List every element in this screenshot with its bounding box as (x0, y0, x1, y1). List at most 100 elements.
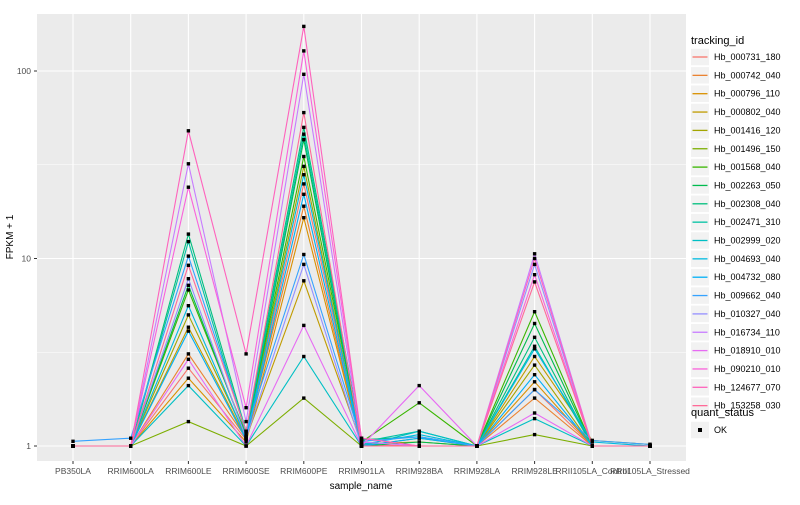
data-point (302, 154, 306, 159)
data-point (532, 335, 537, 339)
data-point (532, 396, 537, 400)
data-point (532, 344, 537, 348)
legend-item: Hb_000742_040 (691, 67, 781, 84)
legend-item: Hb_000802_040 (691, 103, 781, 121)
legend-quant-status-items: OK (691, 421, 727, 439)
legend-item-label: Hb_004732_080 (714, 272, 781, 282)
data-point (244, 419, 248, 424)
y-tick-label: 1 (26, 441, 31, 451)
legend-item: Hb_000796_110 (691, 85, 780, 102)
data-point (417, 444, 421, 448)
data-point (302, 164, 306, 169)
x-tick-label: RRIM928LA (454, 466, 501, 476)
data-point (532, 432, 537, 437)
data-point (302, 72, 306, 76)
data-point (417, 383, 421, 388)
legend-item: Hb_004693_040 (691, 250, 781, 268)
x-tick-label: RRII105LA_Stressed (610, 466, 690, 476)
legend-item: Hb_002308_040 (691, 195, 781, 213)
legend-item: Hb_000731_180 (691, 48, 781, 66)
legend-item: Hb_124677_070 (691, 379, 781, 396)
data-point (244, 444, 248, 448)
data-point (244, 406, 248, 410)
legend-item: Hb_016734_110 (691, 324, 780, 341)
black-square-marker (698, 428, 702, 432)
data-point (244, 440, 248, 444)
data-point (186, 313, 191, 317)
legend-item-label: Hb_000802_040 (714, 107, 781, 117)
data-point (359, 440, 364, 444)
legend-item: Hb_002471_310 (691, 213, 781, 231)
data-point (532, 354, 537, 359)
legend-item-label: Hb_000731_180 (714, 52, 781, 62)
data-point (532, 373, 537, 377)
legend-quant-status-title: quant_status (691, 407, 754, 419)
data-point (186, 329, 191, 333)
data-point (648, 444, 652, 448)
legend-item: Hb_010327_040 (691, 305, 781, 323)
data-point (532, 411, 537, 415)
legend-item-label: Hb_002263_050 (714, 180, 781, 190)
x-tick-label: PB350LA (55, 466, 91, 476)
x-tick-label: RRIM600SE (222, 466, 270, 476)
data-point (244, 432, 248, 437)
data-point (186, 352, 191, 356)
data-point (532, 347, 537, 351)
data-point (302, 125, 306, 130)
legend-item-label: Hb_124677_070 (714, 382, 781, 392)
data-point (186, 357, 191, 361)
data-point (302, 192, 306, 196)
legend-item-label: Hb_018910_010 (714, 346, 781, 356)
data-point (302, 204, 306, 208)
legend-item: Hb_009662_040 (691, 287, 781, 304)
data-point (302, 110, 306, 115)
data-point (532, 310, 537, 314)
legend-item: Hb_002999_020 (691, 232, 781, 249)
data-point (359, 444, 364, 448)
legend-item-label: Hb_000742_040 (714, 70, 781, 80)
data-point (359, 436, 364, 440)
legend-quant-item: OK (691, 421, 727, 439)
data-point (302, 24, 306, 29)
legend-item-label: Hb_009662_040 (714, 291, 781, 301)
data-point (186, 232, 191, 236)
legend-item-label: Hb_001568_040 (714, 162, 781, 172)
data-point (532, 273, 537, 277)
data-point (302, 354, 306, 359)
x-axis-title: sample_name (330, 481, 393, 492)
data-point (532, 262, 537, 267)
data-point (186, 277, 191, 281)
data-point (186, 185, 191, 189)
legend-item-label: Hb_004693_040 (714, 254, 781, 264)
data-point (302, 132, 306, 136)
data-point (186, 325, 191, 329)
legend-item-label: Hb_010327_040 (714, 309, 781, 319)
data-point (532, 256, 537, 261)
data-point (186, 366, 191, 370)
data-point (186, 283, 191, 287)
y-axis-title: FPKM + 1 (5, 214, 16, 259)
data-point (532, 363, 537, 367)
x-tick-label: RRIM600LE (165, 466, 212, 476)
x-tick-label: RRIM600LA (108, 466, 155, 476)
legend-item-label: Hb_153258_030 (714, 401, 781, 411)
y-tick-label: 100 (17, 66, 31, 76)
legend-item: Hb_002263_050 (691, 177, 781, 194)
data-point (532, 280, 537, 284)
legend-tracking-id-items: Hb_000731_180 Hb_000742_040 Hb_000796_110 H… (691, 48, 781, 414)
data-point (302, 252, 306, 257)
legend-item-label: Hb_000796_110 (714, 89, 780, 99)
data-point (302, 173, 306, 177)
legend-item: Hb_001496_150 (691, 140, 781, 157)
data-point (590, 444, 594, 448)
x-tick-label: RRIM928BA (396, 466, 444, 476)
data-point (244, 436, 248, 440)
data-point (532, 252, 537, 256)
data-point (71, 439, 75, 443)
data-point (302, 182, 306, 186)
legend-item: Hb_004732_080 (691, 268, 781, 286)
legend-item-label: Hb_016734_110 (714, 327, 780, 337)
x-tick-label: RRIM600PE (280, 466, 328, 476)
x-tick-label: RRIM901LA (338, 466, 385, 476)
